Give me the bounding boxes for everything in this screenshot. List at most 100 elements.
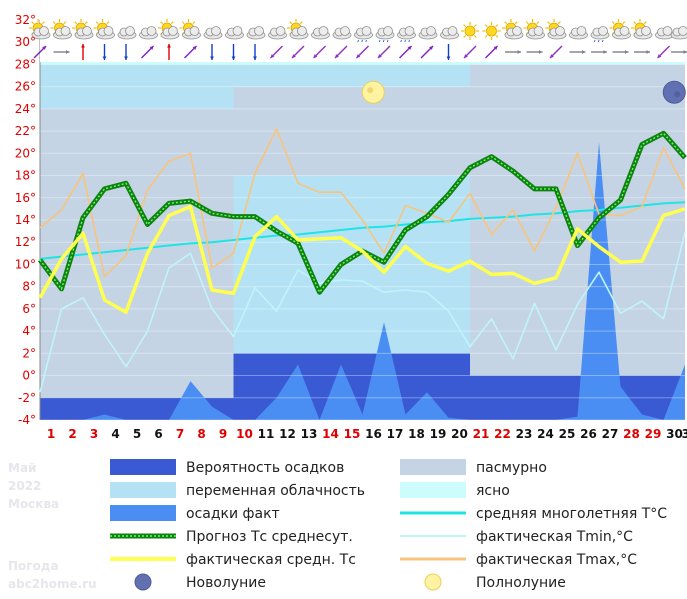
weather-icon-sun-cloud [179, 19, 201, 40]
legend-label: фактическая Tmin,°C [476, 529, 633, 545]
weather-icon-cloud [655, 26, 674, 40]
new-moon-icon [662, 80, 686, 104]
wind-arrow-row [33, 42, 687, 62]
weather-icon-cloud [440, 26, 459, 40]
wind-arrow-e [53, 50, 70, 54]
legend-swatch [400, 482, 466, 498]
precip-probability-block [470, 375, 685, 420]
x-tick-label: 18 [408, 427, 425, 441]
legend-new-moon-icon [134, 573, 152, 591]
watermark-city: Москва [8, 497, 59, 511]
weather-icon-sun-cloud [523, 19, 545, 40]
watermark-site-line1: Погода [8, 559, 59, 573]
weather-icon-rain [590, 26, 610, 44]
legend-item: фактическая средн. Тс [110, 552, 356, 568]
legend: Вероятность осадков пасмурно переменная об… [110, 459, 667, 591]
x-tick-label: 29 [645, 427, 662, 441]
legend-label: Прогноз Тс среднесут. [186, 529, 353, 545]
wind-arrow-ne [420, 45, 434, 59]
x-tick-label: 30 [666, 427, 683, 441]
wind-arrow-s [102, 44, 107, 60]
wind-arrow-ne [485, 45, 498, 59]
wind-arrow-n [167, 44, 171, 60]
weather-icon-sun-cloud [50, 19, 72, 40]
weather-icon-sun [461, 22, 479, 40]
legend-swatch [400, 459, 466, 475]
legend-item: фактическая Tmax,°C [400, 552, 637, 568]
new-moon-crater [674, 91, 681, 98]
x-tick-label: 10 [236, 427, 253, 441]
x-tick-label: 31 [682, 427, 687, 441]
weather-icon-sun-cloud [631, 19, 653, 40]
x-tick-label: 13 [301, 427, 318, 441]
weather-icon-cloud [225, 26, 244, 40]
wind-arrow-sw [270, 45, 283, 59]
y-tick-label: 24° [15, 102, 36, 116]
wind-arrow-e [505, 50, 521, 54]
y-tick-label: 28° [15, 57, 36, 71]
wind-arrow-sw [463, 45, 477, 59]
weather-icon-sun-cloud [93, 19, 115, 40]
legend-label: осадки факт [186, 506, 280, 522]
wind-arrow-e [591, 50, 607, 54]
y-tick-label: 30° [15, 35, 36, 49]
wind-arrow-sw [313, 45, 326, 59]
weather-icon-sun-cloud [545, 19, 567, 40]
y-tick-label: 8° [22, 280, 36, 294]
wind-arrow-n [81, 44, 85, 60]
line-tmin [39, 232, 686, 393]
moon-phases [361, 80, 686, 104]
x-tick-label: 25 [559, 427, 576, 441]
legend-item: переменная облачность [110, 482, 365, 499]
y-tick-label: 0° [22, 369, 36, 383]
y-tick-label: 6° [22, 302, 36, 316]
y-tick-label: 26° [15, 80, 36, 94]
wind-arrow-sw [657, 45, 670, 59]
wind-arrow-sw [334, 45, 348, 59]
legend-swatch [110, 482, 176, 498]
weather-icon-cloud [332, 26, 352, 40]
y-tick-label: 16° [15, 191, 36, 205]
legend-item: пасмурно [400, 459, 547, 476]
cloud-band-overcast [40, 108, 234, 398]
x-tick-label: 27 [602, 427, 619, 441]
legend-item: Вероятность осадков [110, 459, 344, 476]
cloud-band-overcast [233, 86, 470, 176]
x-tick-label: 23 [516, 427, 533, 441]
legend-label: переменная облачность [186, 483, 365, 499]
weather-icon-cloud [246, 26, 266, 40]
x-tick-label: 1 [47, 427, 55, 441]
x-tick-label: 14 [322, 427, 339, 441]
watermark: Май 2022 Москва Погода abc2home.ru [8, 461, 97, 591]
weather-icon-cloud [311, 26, 330, 40]
weather-icon-cloud [268, 26, 287, 40]
legend-swatch [110, 505, 176, 521]
x-tick-label: 6 [154, 427, 162, 441]
x-tick-label: 3 [90, 427, 98, 441]
weather-icon-cloud [203, 26, 223, 40]
legend-label: ясно [476, 483, 510, 499]
legend-label: Полнолуние [476, 575, 566, 591]
weather-icon-sun-cloud [72, 19, 94, 40]
y-tick-label: 14° [15, 213, 36, 227]
x-tick-label: 26 [580, 427, 597, 441]
line-forecast-mean-pattern [39, 132, 686, 294]
cloud-band-overcast [470, 64, 685, 376]
weather-icon-sun-cloud [287, 19, 309, 40]
y-tick-label: 18° [15, 169, 36, 183]
cloud-band-partly [233, 64, 470, 87]
full-moon-crater [367, 87, 374, 94]
weather-icon-row [29, 19, 687, 44]
weather-icon-cloud [139, 26, 158, 40]
weather-icon-rain [354, 26, 373, 44]
wind-arrow-ne [141, 45, 154, 59]
legend-label: средняя многолетняя T°C [476, 506, 667, 522]
weather-icon-sun-cloud [158, 19, 180, 40]
legend-label: Новолуние [186, 575, 266, 591]
x-tick-label: 12 [279, 427, 296, 441]
wind-arrow-sw [549, 45, 563, 59]
x-tick-label: 7 [176, 427, 184, 441]
weather-icon-sun-cloud [502, 19, 524, 40]
legend-swatch [110, 459, 176, 475]
watermark-site-line2: abc2home.ru [8, 577, 97, 591]
